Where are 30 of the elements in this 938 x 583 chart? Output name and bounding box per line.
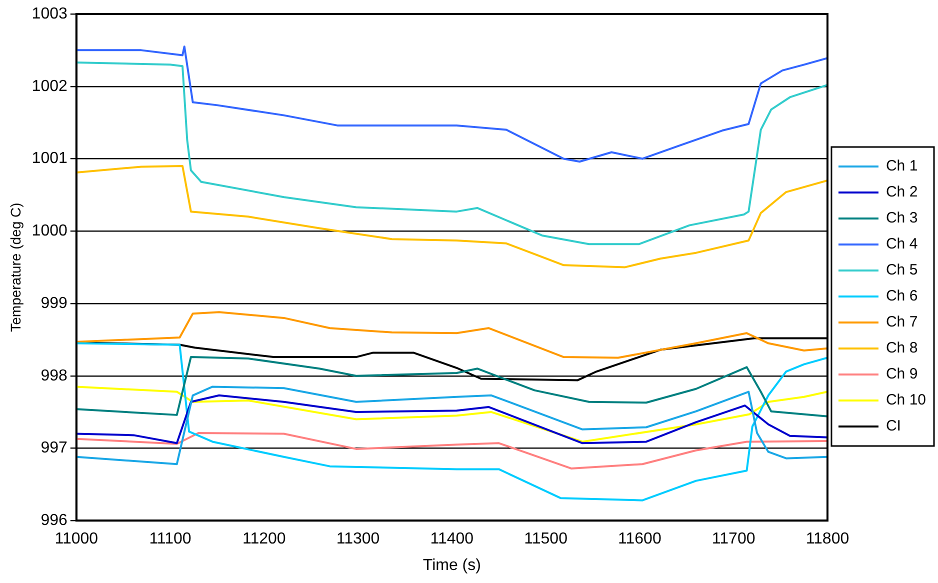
legend-label: Ch 6 <box>886 288 918 305</box>
legend-label: Ch 4 <box>886 236 918 253</box>
y-tick-label: 999 <box>40 294 68 312</box>
x-tick-label: 11000 <box>54 530 98 548</box>
y-tick-label: 1003 <box>32 5 68 22</box>
y-tick-label: 998 <box>40 367 68 384</box>
x-tick-label: 11400 <box>430 530 474 548</box>
y-tick-label: 997 <box>40 440 68 457</box>
y-tick-label: 1000 <box>32 222 68 240</box>
legend-label: Ch 3 <box>886 210 918 227</box>
y-tick-label: 996 <box>40 512 68 530</box>
y-tick-label: 1002 <box>32 78 68 95</box>
x-tick-label: 11100 <box>149 530 192 548</box>
y-axis-title: Temperature (deg C) <box>7 202 24 332</box>
x-tick-label: 11500 <box>524 530 568 548</box>
legend-label: Ch 1 <box>886 158 918 175</box>
legend-label: Ch 9 <box>886 366 918 383</box>
x-tick-label: 11600 <box>618 530 662 548</box>
y-tick-label: 1001 <box>32 150 68 168</box>
legend-label: Ch 2 <box>886 184 918 201</box>
x-axis-title: Time (s) <box>422 556 481 574</box>
x-tick-label: 11800 <box>806 530 850 548</box>
legend-label: Ch 10 <box>886 392 926 409</box>
legend-label: Ch 7 <box>886 314 918 331</box>
legend-label: CI <box>886 418 901 435</box>
x-tick-label: 11200 <box>242 530 286 548</box>
legend-label: Ch 8 <box>886 340 918 357</box>
x-tick-label: 11700 <box>712 530 756 548</box>
x-tick-label: 11300 <box>336 530 380 548</box>
legend-label: Ch 5 <box>886 262 918 279</box>
